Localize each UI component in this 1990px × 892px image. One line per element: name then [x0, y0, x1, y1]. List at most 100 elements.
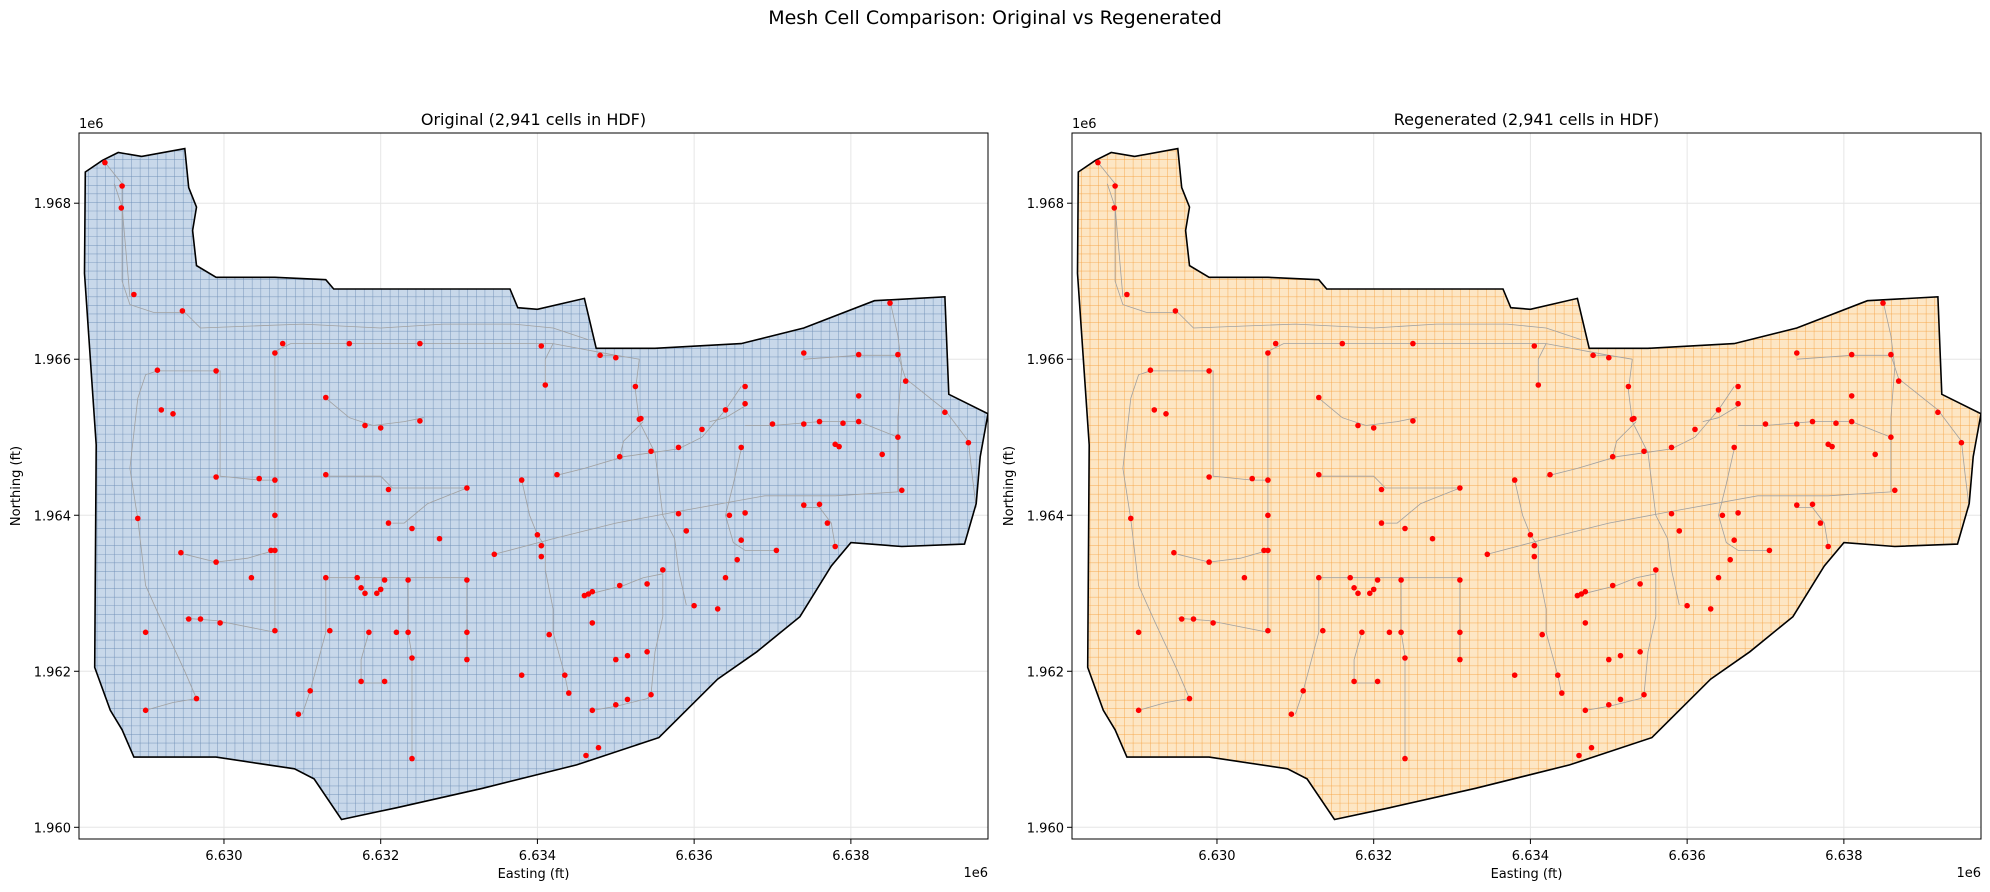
data-point: [1171, 549, 1177, 556]
data-point: [1112, 183, 1118, 189]
data-point: [1715, 407, 1722, 413]
data-point: [385, 486, 392, 493]
data-point: [142, 629, 149, 636]
axes-title: Regenerated (2,941 cells in HDF): [1394, 110, 1660, 129]
data-point: [1731, 444, 1737, 451]
data-point: [518, 477, 525, 483]
data-point: [589, 707, 596, 714]
data-point: [1457, 629, 1463, 636]
data-point: [1378, 486, 1385, 493]
centerline: [725, 448, 777, 551]
data-point: [1531, 343, 1538, 349]
data-point: [1809, 418, 1816, 425]
data-point: [816, 501, 823, 508]
data-point: [589, 620, 596, 626]
data-point: [613, 656, 619, 663]
axes-frame: [1071, 132, 1982, 840]
data-point: [616, 582, 623, 589]
data-point: [769, 421, 776, 427]
centerline: [301, 577, 327, 715]
centerline: [1122, 370, 1191, 711]
centerline: [129, 370, 198, 711]
data-point: [385, 520, 392, 526]
data-point: [1762, 421, 1769, 427]
data-point: [1559, 690, 1565, 696]
data-point: [1178, 616, 1185, 622]
centerline: [1961, 441, 1970, 508]
data-point: [583, 752, 589, 759]
data-point: [1555, 672, 1561, 678]
x-axis-label: Easting (ft): [1491, 867, 1563, 882]
centerline: [619, 421, 644, 457]
data-point: [272, 512, 278, 519]
mesh-boundary: [83, 147, 988, 821]
y-tick-label: 1.966: [34, 353, 71, 368]
mesh-area: [84, 148, 988, 820]
data-point: [272, 477, 278, 483]
data-point: [213, 559, 219, 565]
data-point: [1206, 559, 1212, 565]
mesh-area: [1077, 148, 1981, 820]
data-point: [1958, 439, 1965, 446]
data-point: [1272, 340, 1279, 347]
data-point: [1398, 629, 1404, 636]
data-point: [381, 678, 388, 685]
centerline: [803, 507, 836, 547]
data-point: [464, 485, 470, 491]
data-point: [193, 695, 200, 702]
data-point: [1794, 421, 1800, 427]
y-tick-label: 1.962: [34, 665, 71, 680]
data-point: [1684, 602, 1690, 609]
data-point: [1355, 422, 1361, 429]
data-point: [773, 547, 780, 554]
data-point: [1576, 752, 1582, 759]
data-point: [1265, 627, 1271, 634]
data-point: [323, 471, 329, 478]
data-point: [742, 400, 748, 407]
data-point: [902, 378, 909, 384]
data-point: [135, 515, 141, 522]
data-point: [1374, 678, 1381, 685]
mesh-boundary: [1076, 147, 1981, 821]
data-point: [1095, 159, 1101, 166]
data-point: [534, 532, 541, 538]
data-point: [1719, 512, 1726, 519]
data-point: [624, 696, 631, 703]
data-point: [405, 629, 411, 636]
data-point: [393, 629, 400, 636]
data-point: [1825, 543, 1831, 550]
y-tick-label: 1.966: [1027, 353, 1064, 368]
centerline: [1612, 421, 1637, 457]
data-point: [377, 586, 384, 593]
data-point: [1582, 620, 1589, 626]
data-point: [1653, 567, 1659, 573]
data-point: [546, 631, 552, 638]
data-point: [1880, 300, 1886, 306]
data-point: [1668, 444, 1675, 451]
y-tick-label: 1.968: [1027, 197, 1064, 212]
centerline: [1796, 507, 1829, 547]
data-point: [1402, 755, 1408, 762]
data-point: [1606, 656, 1612, 663]
data-point: [1265, 350, 1271, 356]
data-point: [272, 627, 278, 634]
data-point: [1794, 350, 1800, 356]
data-point: [1848, 418, 1855, 425]
data-point: [1111, 205, 1118, 211]
data-point: [1848, 351, 1855, 358]
centerline: [1318, 397, 1417, 426]
centerline: [392, 487, 468, 524]
centerline: [1150, 343, 1633, 481]
data-point: [595, 744, 602, 751]
data-point: [562, 672, 568, 678]
data-point: [1527, 532, 1534, 538]
data-point: [895, 351, 901, 358]
data-point: [801, 350, 807, 356]
centerline: [407, 577, 413, 758]
data-point: [1378, 520, 1385, 526]
data-point: [675, 444, 682, 451]
data-point: [1402, 655, 1408, 661]
centerline: [1718, 448, 1770, 551]
data-point: [1206, 368, 1212, 374]
data-point: [1582, 707, 1589, 714]
